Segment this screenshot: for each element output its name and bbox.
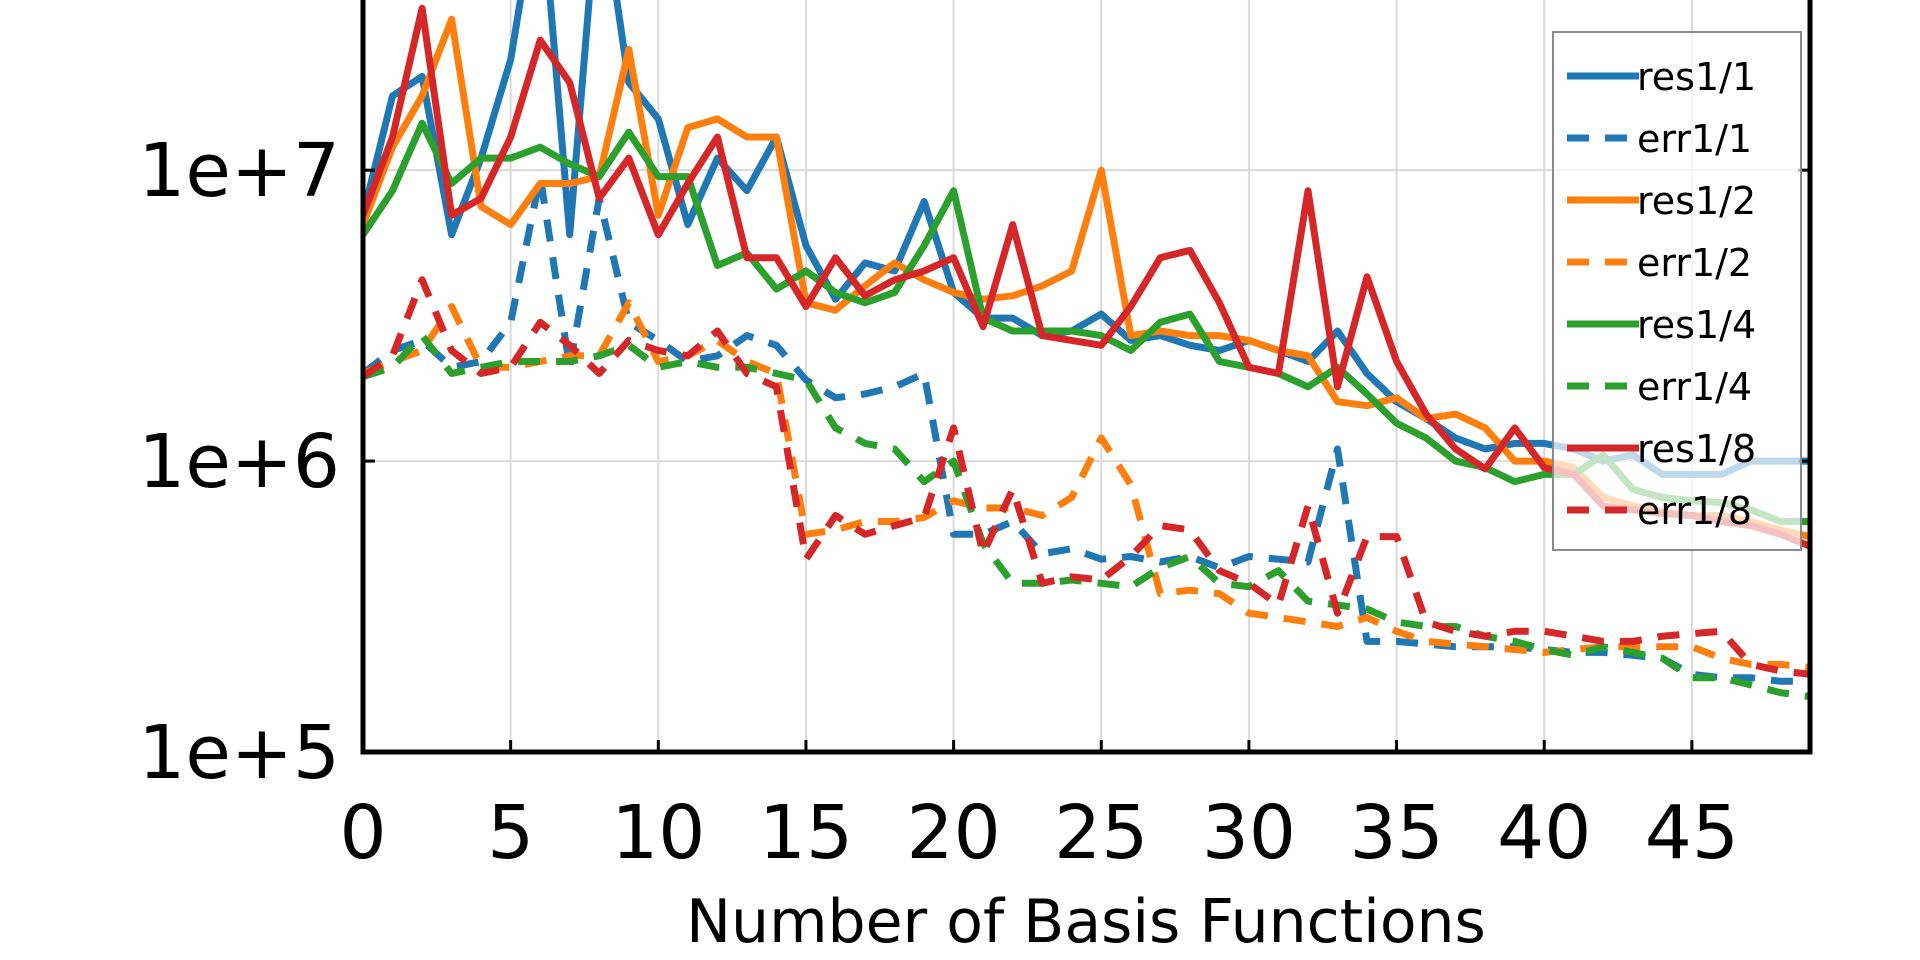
x-tick-label: 15 — [759, 790, 853, 876]
legend-label-err1-4: err1/4 — [1637, 365, 1752, 409]
x-tick-label: 10 — [611, 790, 705, 876]
legend-box — [1552, 31, 1802, 551]
x-tick-label: 35 — [1349, 790, 1443, 876]
axis-ticks: 0 5 10 15 20 25 30 35 40 45 1e+5 1e+6 1e+7 — [138, 128, 1810, 876]
x-tick-label: 45 — [1645, 790, 1739, 876]
legend-label-res1-2: res1/2 — [1637, 179, 1756, 223]
legend-label-err1-1: err1/1 — [1637, 117, 1752, 161]
x-tick-label: 0 — [339, 790, 386, 876]
y-tick-label: 1e+6 — [138, 419, 340, 505]
series-line-err1-8 — [363, 276, 1810, 678]
plot-frame — [360, 0, 1813, 755]
x-axis-label: Number of Basis Functions — [686, 887, 1486, 957]
legend-label-err1-2: err1/2 — [1637, 241, 1752, 285]
legend: res1/1 err1/1 res1/2 err1/2 res1/4 err1/4 res1… — [1552, 31, 1802, 551]
y-tick-label: 1e+7 — [138, 128, 340, 214]
x-tick-label: 20 — [907, 790, 1001, 876]
x-tick-label: 30 — [1202, 790, 1296, 876]
series-line-err1-4 — [363, 332, 1810, 701]
legend-label-res1-1: res1/1 — [1637, 55, 1756, 99]
series-line-err1-2 — [363, 299, 1810, 672]
x-tick-label: 25 — [1054, 790, 1148, 876]
legend-label-err1-8: err1/8 — [1637, 489, 1752, 533]
legend-label-res1-4: res1/4 — [1637, 303, 1756, 347]
x-tick-label: 40 — [1497, 790, 1591, 876]
y-tick-label: 1e+5 — [138, 710, 340, 796]
x-tick-label: 5 — [487, 790, 534, 876]
legend-label-res1-8: res1/8 — [1637, 427, 1756, 471]
